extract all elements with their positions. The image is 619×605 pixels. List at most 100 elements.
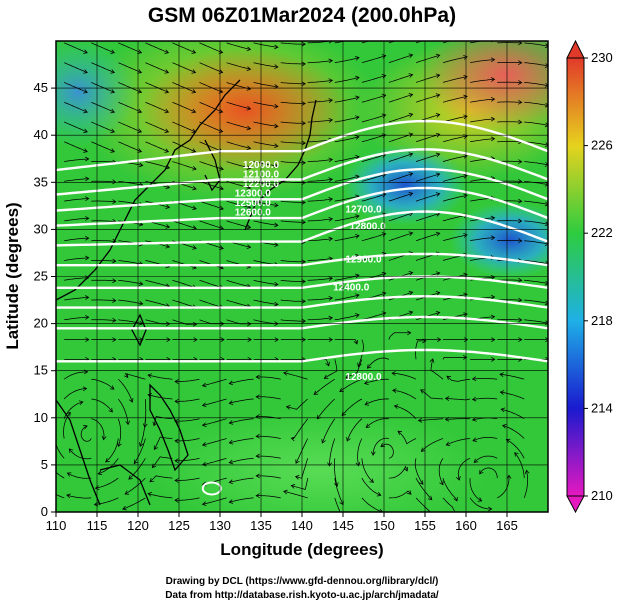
streamline — [334, 77, 360, 83]
colorbar-tick-label: 222 — [591, 225, 613, 240]
streamline — [118, 181, 143, 186]
streamline — [420, 389, 444, 400]
streamline — [421, 438, 444, 452]
streamline-arrowhead — [417, 417, 423, 423]
streamline — [118, 121, 142, 133]
streamline — [64, 198, 89, 202]
streamline-arrowhead — [112, 278, 117, 284]
streamline — [229, 477, 254, 483]
streamline — [307, 277, 333, 281]
streamline-arrowhead — [274, 301, 279, 307]
streamline-arrowhead — [328, 337, 334, 343]
streamline-arrowhead — [152, 421, 158, 427]
streamline — [63, 371, 88, 380]
streamline — [145, 82, 169, 93]
streamline — [470, 138, 495, 143]
streamline-arrowhead — [392, 388, 397, 393]
streamline-arrowhead — [409, 34, 413, 38]
streamline-arrowhead — [274, 222, 279, 228]
streamline-arrowhead — [301, 140, 306, 146]
streamline — [286, 398, 308, 410]
streamline — [253, 42, 278, 48]
streamline — [472, 378, 498, 380]
streamline — [64, 121, 88, 133]
streamline-arrowhead — [355, 293, 360, 299]
streamline-arrowhead — [408, 112, 414, 118]
contour-label: 12900.0 — [345, 254, 382, 265]
streamline — [145, 101, 169, 113]
streamline — [346, 418, 363, 442]
streamline-arrowhead — [328, 315, 334, 321]
streamline-arrowhead — [518, 337, 523, 343]
streamline — [307, 238, 333, 242]
y-tick-label: 35 — [34, 174, 48, 189]
streamline-arrowhead — [191, 128, 197, 134]
streamline-arrowhead — [274, 103, 279, 109]
streamline-arrowhead — [246, 165, 252, 170]
streamline — [361, 193, 386, 202]
streamline — [280, 161, 306, 164]
streamline-arrowhead — [518, 99, 523, 105]
streamline — [63, 388, 87, 400]
x-tick-label: 130 — [209, 518, 231, 533]
streamline-arrowhead — [112, 258, 117, 264]
streamline — [470, 41, 486, 44]
x-tick-label: 115 — [87, 518, 108, 533]
streamline — [172, 101, 196, 113]
y-tick-label: 5 — [41, 457, 48, 472]
streamline-arrowhead — [339, 387, 344, 392]
streamline-arrowhead — [518, 60, 523, 66]
colorbar-bottom-arrow — [566, 495, 585, 514]
streamline — [118, 279, 143, 285]
streamline — [256, 435, 281, 439]
streamline — [280, 220, 306, 223]
streamline-arrowhead — [109, 385, 115, 390]
streamline — [64, 178, 89, 182]
contour-label: 12400.0 — [333, 283, 370, 294]
streamline-arrowhead — [165, 164, 171, 170]
colorbar-tick-label: 210 — [591, 488, 613, 503]
streamline-arrowhead — [165, 224, 171, 229]
streamline-arrowhead — [174, 418, 179, 424]
streamline — [118, 299, 143, 305]
streamline — [226, 42, 251, 50]
streamline-arrowhead — [85, 235, 90, 241]
streamline — [202, 457, 227, 466]
streamline-arrowhead — [201, 501, 207, 507]
credit-line-2: Data from http://database.rish.kyoto-u.a… — [165, 590, 439, 601]
streamline — [66, 494, 92, 499]
streamline-arrowhead — [403, 466, 409, 472]
streamline — [229, 438, 254, 444]
streamline-arrowhead — [355, 461, 361, 467]
streamline-arrowhead — [420, 447, 426, 452]
streamline-arrowhead — [518, 119, 523, 125]
streamline-arrowhead — [192, 245, 197, 250]
streamline-arrowhead — [355, 95, 360, 101]
streamline-arrowhead — [435, 291, 441, 296]
streamline-arrowhead — [328, 117, 334, 123]
streamline-arrowhead — [274, 183, 279, 188]
streamline-arrowhead — [246, 46, 252, 52]
y-tick-label: 20 — [34, 316, 48, 331]
streamline — [380, 443, 394, 459]
streamline-arrowhead — [473, 458, 479, 463]
streamline — [334, 235, 360, 242]
streamline — [497, 81, 522, 83]
streamline-arrowhead — [191, 108, 197, 114]
streamline — [438, 458, 444, 485]
streamline — [502, 425, 525, 439]
streamline-arrowhead — [83, 148, 88, 153]
streamline-arrowhead — [463, 354, 468, 360]
streamline — [442, 96, 468, 103]
streamline-arrowhead — [112, 317, 117, 323]
streamline-arrowhead — [85, 314, 90, 320]
streamline-arrowhead — [444, 396, 450, 402]
streamline-arrowhead — [66, 472, 72, 477]
streamline — [334, 41, 348, 44]
streamline — [442, 497, 456, 512]
streamline — [56, 494, 65, 499]
streamline-arrowhead — [192, 321, 198, 327]
y-tick-label: 25 — [34, 269, 48, 284]
streamline-arrowhead — [500, 407, 506, 413]
streamline-arrowhead — [137, 88, 143, 94]
